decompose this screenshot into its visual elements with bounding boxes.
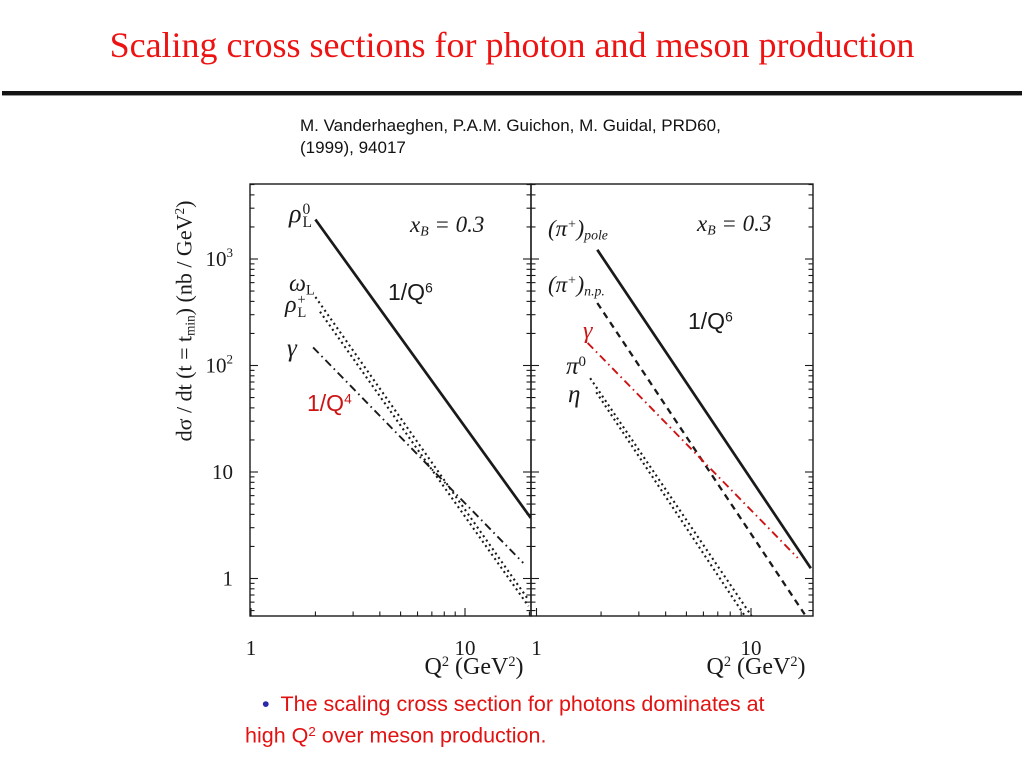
right-x-tick-label: 1 [531, 636, 542, 660]
right-panel-frame [530, 183, 814, 617]
right-series-pi-0 [589, 377, 753, 616]
title-rule [2, 91, 1022, 95]
left-series-rho-L-plus [319, 311, 530, 607]
page-title: Scaling cross sections for photon and me… [109, 25, 915, 65]
y-tick-label: 1 [223, 567, 234, 591]
y-tick-label: 10 [212, 460, 233, 484]
bullet-line1: • The scaling cross section for photons d… [245, 690, 845, 718]
bullet-text-line2-sup: 2 [308, 724, 316, 739]
bullet-text-line1: The scaling cross section for photons do… [280, 692, 765, 716]
right-series-gamma [586, 342, 799, 559]
y-tick-label: 102 [206, 352, 234, 378]
right-panel-ticks [531, 184, 813, 616]
y-tick-label: 103 [206, 245, 234, 271]
left-x-tick-label: 10 [455, 636, 476, 660]
citation-line1: M. Vanderhaeghen, P.A.M. Guichon, M. Gui… [300, 116, 721, 135]
left-x-tick-label: 1 [246, 636, 257, 660]
citation-line2: (1999), 94017 [300, 138, 406, 157]
bullet-marker-icon: • [262, 692, 270, 716]
citation: M. Vanderhaeghen, P.A.M. Guichon, M. Gui… [300, 115, 721, 159]
right-series-eta [595, 391, 747, 616]
bullet-line2: high Q2 over meson production. [245, 718, 845, 750]
bullet-text-line2-post: over meson production. [315, 723, 547, 748]
left-series-gamma [312, 346, 524, 564]
left-series-omega-L [314, 296, 530, 601]
bullet-text-line2-pre: high Q [245, 723, 309, 748]
bullet-point: • The scaling cross section for photons d… [245, 690, 845, 750]
left-panel-ticks [250, 184, 531, 616]
right-x-tick-label: 10 [741, 636, 762, 660]
left-series-rho-L-0 [314, 218, 531, 519]
right-series-pi-plus-pole [596, 249, 812, 569]
